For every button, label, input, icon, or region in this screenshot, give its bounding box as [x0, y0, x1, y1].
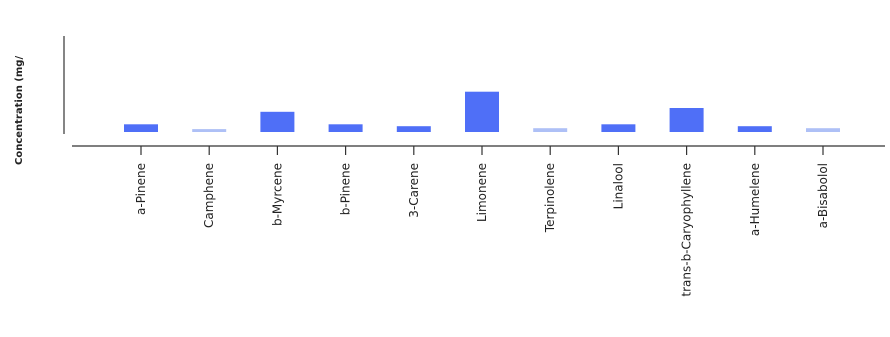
- bar-trans-b-caryophyllene: [669, 108, 704, 132]
- tick-label-a-bisabolol: a-Bisabolol: [816, 163, 830, 228]
- tick-label-trans-b-caryophyllene: trans-b-Caryophyllene: [680, 163, 694, 297]
- bars-group: [124, 91, 840, 132]
- bar-b-myrcene: [260, 111, 295, 132]
- bar-camphene: [192, 129, 227, 132]
- bar-b-pinene: [328, 124, 363, 132]
- y-axis-label: Concentration (mg/: [14, 56, 25, 165]
- bar-3-carene: [396, 126, 431, 132]
- bar-linalool: [601, 124, 636, 132]
- bar-a-pinene: [124, 124, 158, 132]
- bar-terpinolene: [533, 128, 568, 132]
- bar-a-bisabolol: [806, 128, 840, 132]
- tick-label-a-pinene: a-Pinene: [134, 163, 148, 215]
- ticks-group: [140, 146, 824, 155]
- tick-label-b-pinene: b-Pinene: [339, 163, 353, 215]
- tick-label-a-humelene: a-Humelene: [748, 163, 762, 236]
- tick-label-3-carene: 3-Carene: [407, 163, 421, 218]
- tick-label-limonene: Limonene: [475, 163, 489, 222]
- tick-label-b-myrcene: b-Myrcene: [270, 163, 284, 226]
- tick-label-linalool: Linalool: [611, 163, 625, 209]
- bar-a-humelene: [737, 126, 772, 132]
- tick-label-terpinolene: Terpinolene: [543, 163, 557, 233]
- bar-limonene: [465, 91, 499, 132]
- category-labels-group: a-Pinene Camphene b-Myrcene b-Pinene 3-Caren…: [134, 163, 830, 297]
- tick-label-camphene: Camphene: [202, 163, 216, 228]
